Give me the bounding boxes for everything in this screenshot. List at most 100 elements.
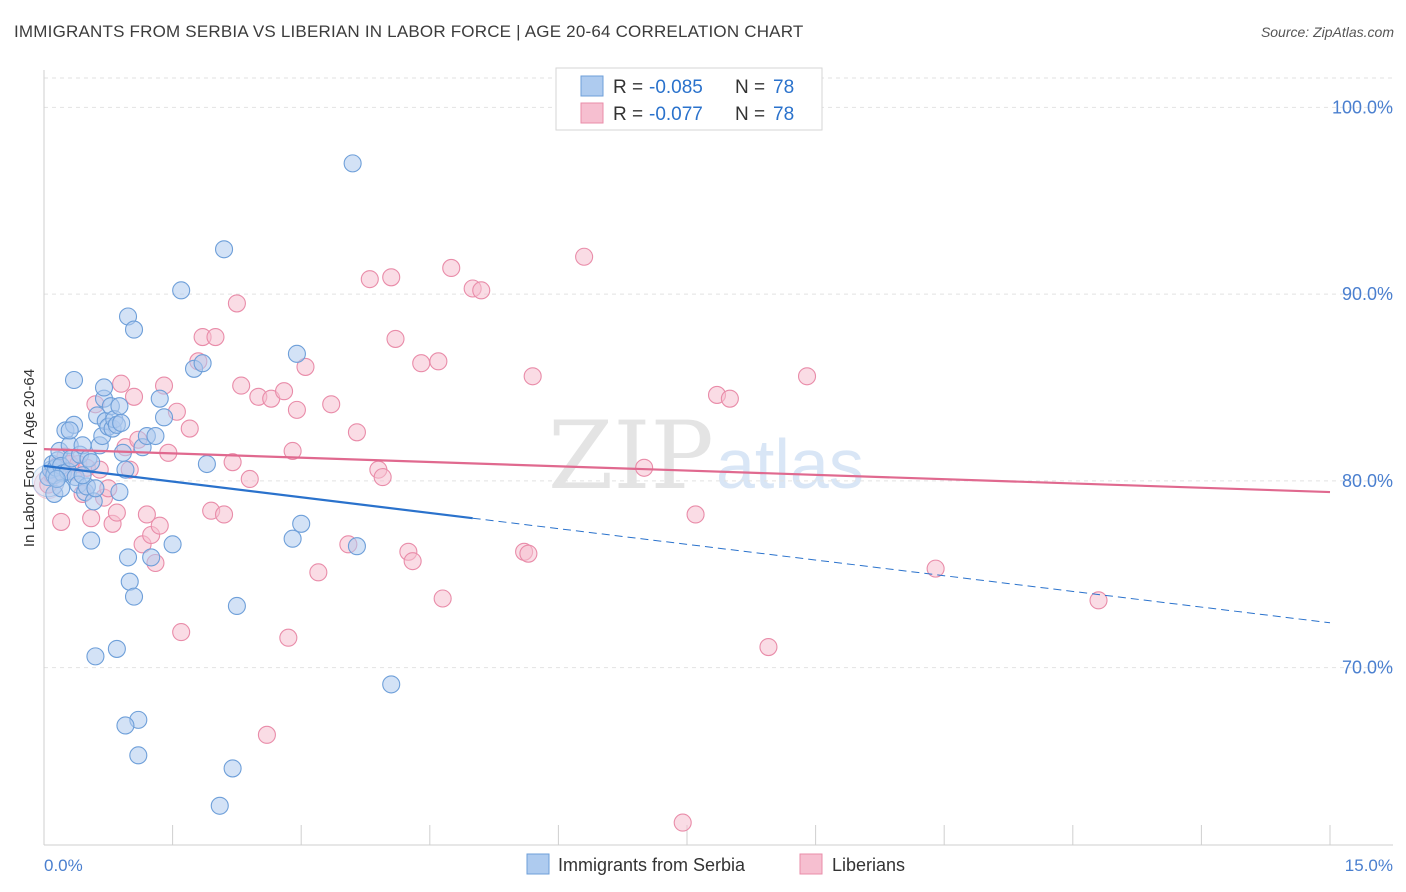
trend-lines xyxy=(43,447,1331,624)
liberians-point xyxy=(523,367,542,386)
serbia-point xyxy=(120,572,139,591)
serbia-point xyxy=(94,378,114,397)
y-tick-label: 80.0% xyxy=(1342,471,1393,491)
serbia-point xyxy=(110,482,129,502)
serbia-point xyxy=(287,344,306,363)
x-tick-label-min: 0.0% xyxy=(44,856,83,875)
liberians-point xyxy=(322,395,341,414)
serbia-trend-line xyxy=(43,464,473,520)
stats-r-value-pink: -0.077 xyxy=(649,104,703,125)
liberians-point xyxy=(926,559,945,578)
stats-legend-swatch-pink xyxy=(580,102,604,124)
liberians-point xyxy=(720,389,739,408)
liberians-point xyxy=(433,589,452,608)
liberians-trend-line xyxy=(43,447,1331,494)
liberians-point xyxy=(107,503,126,522)
liberians-point xyxy=(442,258,461,278)
liberians-point xyxy=(686,505,705,524)
liberians-point xyxy=(403,552,422,571)
liberians-point xyxy=(137,505,156,524)
y-tick-label: 100.0% xyxy=(1332,97,1393,117)
bottom-legend: Immigrants from Serbia Liberians xyxy=(526,853,905,875)
serbia-point xyxy=(86,647,105,666)
liberians-point xyxy=(373,468,392,487)
liberians-point xyxy=(575,247,594,266)
serbia-point xyxy=(197,454,216,474)
stats-n-label-pink: N = xyxy=(735,104,765,125)
serbia-point xyxy=(227,596,246,616)
serbia-point xyxy=(124,320,144,339)
serbia-point xyxy=(210,796,229,815)
serbia-point xyxy=(172,281,191,300)
serbia-points xyxy=(31,154,401,815)
serbia-point xyxy=(283,529,302,548)
liberians-point xyxy=(214,505,234,524)
serbia-point xyxy=(223,759,242,778)
liberians-point xyxy=(223,453,242,472)
source-label: Source: ZipAtlas.com xyxy=(1260,24,1394,40)
liberians-point xyxy=(275,382,294,401)
y-tick-label: 70.0% xyxy=(1342,658,1393,678)
liberians-point xyxy=(296,357,315,376)
liberians-point xyxy=(1089,591,1108,610)
serbia-point xyxy=(124,587,144,606)
liberians-point xyxy=(360,270,379,289)
y-tick-label: 90.0% xyxy=(1342,284,1393,304)
liberians-point xyxy=(382,268,401,287)
legend-swatch-liberians[interactable] xyxy=(799,853,823,875)
stats-r-value-blue: -0.085 xyxy=(649,77,703,98)
liberians-point xyxy=(124,387,144,406)
serbia-point xyxy=(146,426,165,446)
stats-n-value-blue: 78 xyxy=(773,77,794,98)
chart-title: IMMIGRANTS FROM SERBIA VS LIBERIAN IN LA… xyxy=(14,22,804,41)
liberians-point xyxy=(309,563,328,582)
serbia-point xyxy=(118,548,138,567)
y-axis-title: In Labor Force | Age 20-64 xyxy=(21,369,38,547)
liberians-point xyxy=(150,516,169,535)
watermark-atlas: atlas xyxy=(716,425,864,503)
serbia-point xyxy=(112,413,131,433)
liberians-point xyxy=(180,419,199,438)
liberians-point xyxy=(429,352,448,371)
liberians-point xyxy=(112,374,131,393)
legend-label-liberians[interactable]: Liberians xyxy=(832,855,905,875)
serbia-point xyxy=(163,535,182,554)
stats-r-label-blue: R = xyxy=(613,77,643,98)
stats-r-label-pink: R = xyxy=(613,104,643,125)
serbia-point xyxy=(193,354,212,373)
watermark-zip: ZIP xyxy=(548,402,714,511)
liberians-point xyxy=(412,354,431,373)
liberians-point xyxy=(82,509,101,528)
serbia-point xyxy=(292,514,311,533)
serbia-point xyxy=(64,370,84,390)
serbia-point xyxy=(110,397,129,416)
liberians-point xyxy=(232,376,251,395)
liberians-point xyxy=(257,725,276,744)
axis-layer: 70.0% 80.0% 90.0% 100.0% xyxy=(43,70,1393,846)
liberians-point xyxy=(227,294,246,313)
legend-label-serbia[interactable]: Immigrants from Serbia xyxy=(558,855,746,875)
stats-legend-swatch-blue xyxy=(580,75,604,97)
grid-layer xyxy=(44,77,1393,669)
serbia-point xyxy=(116,716,135,735)
serbia-point xyxy=(347,537,366,556)
liberians-point xyxy=(635,458,654,477)
liberians-point xyxy=(240,469,259,489)
serbia-point xyxy=(107,639,126,658)
liberians-point xyxy=(287,400,306,419)
liberians-point xyxy=(472,281,491,300)
stats-legend: R = -0.085 N = 78 R = -0.077 N = 78 xyxy=(555,67,823,131)
serbia-point xyxy=(82,531,101,550)
stats-n-value-pink: 78 xyxy=(773,104,794,125)
liberians-point xyxy=(279,628,298,647)
serbia-point-cluster xyxy=(31,464,65,498)
liberians-point xyxy=(283,441,302,461)
serbia-point xyxy=(47,469,66,489)
liberians-point xyxy=(759,637,778,657)
x-tick-label-max: 15.0% xyxy=(1345,856,1393,875)
serbia-point xyxy=(382,675,401,694)
liberians-point xyxy=(206,327,225,347)
legend-swatch-serbia[interactable] xyxy=(526,853,550,875)
liberians-point xyxy=(673,813,692,832)
serbia-point xyxy=(142,548,161,567)
